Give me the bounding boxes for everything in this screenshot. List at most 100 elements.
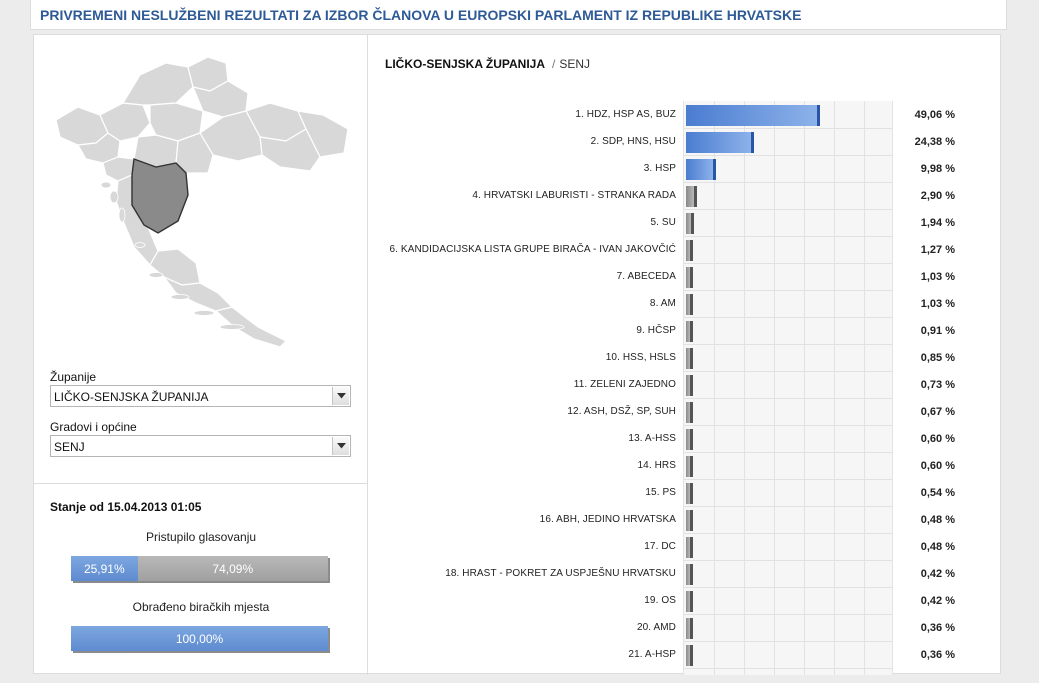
selected-county-lika-senj[interactable] — [131, 158, 189, 234]
result-percent: 0,67 % — [920, 406, 955, 418]
result-bar-edge — [690, 348, 693, 369]
party-label: 13. A-HSS — [628, 433, 676, 444]
result-bar-edge — [690, 294, 693, 315]
result-bar-face — [686, 213, 692, 234]
results-panel: Županije LIČKO-SENJSKA ŽUPANIJA Gradovi … — [33, 34, 1002, 675]
chevron-down-icon[interactable] — [332, 437, 349, 455]
chart-row: 18. HRAST - POKRET ZA USPJEŠNU HRVATSKU 0… — [368, 561, 1002, 588]
chart-row: 7. ABECEDA 1,03 % — [368, 264, 1002, 291]
row-separator — [683, 587, 893, 588]
result-bar — [686, 564, 693, 585]
row-separator — [683, 209, 893, 210]
result-bar-edge — [690, 645, 693, 666]
result-percent: 0,60 % — [920, 460, 955, 472]
row-separator — [683, 533, 893, 534]
chevron-down-icon[interactable] — [332, 387, 349, 405]
party-label: 6. KANDIDACIJSKA LISTA GRUPE BIRAČA - IV… — [389, 244, 676, 255]
result-bar — [686, 483, 693, 504]
party-label: 20. AMD — [636, 622, 676, 633]
result-bar-face — [686, 267, 690, 288]
result-percent: 0,73 % — [920, 379, 955, 391]
city-select-label: Gradovi i općine — [50, 420, 137, 434]
stations-label: Obrađeno biračkih mjesta — [132, 600, 270, 614]
county-select-label: Županije — [50, 370, 97, 384]
row-separator — [683, 263, 893, 264]
chart-row: 2. SDP, HNS, HSU 24,38 % — [368, 129, 1002, 156]
result-bar-edge — [690, 456, 693, 477]
result-bar — [686, 645, 693, 666]
result-percent: 2,90 % — [920, 190, 955, 202]
result-bar — [686, 375, 693, 396]
result-bar — [686, 186, 697, 207]
result-bar-edge — [690, 591, 693, 612]
county-region[interactable] — [149, 248, 201, 286]
page-title: PRIVREMENI NESLUŽBENI REZULTATI ZA IZBOR… — [40, 7, 802, 23]
result-bar-edge — [712, 159, 716, 180]
result-percent: 0,54 % — [920, 487, 955, 499]
row-separator — [683, 425, 893, 426]
breadcrumb: LIČKO-SENJSKA ŽUPANIJA / SENJ — [385, 57, 590, 71]
stations-progress-bar: 100,00% — [71, 626, 328, 651]
result-bar — [686, 591, 693, 612]
result-bar-edge — [751, 132, 755, 153]
row-separator — [683, 317, 893, 318]
chart-row: 8. AM 1,03 % — [368, 291, 1002, 318]
chart-row: 1. HDZ, HSP AS, BUZ 49,06 % — [368, 102, 1002, 129]
party-label: 3. HSP — [643, 163, 676, 174]
result-percent: 0,48 % — [920, 541, 955, 553]
party-label: 4. HRVATSKI LABURISTI - STRANKA RADA — [472, 190, 676, 201]
chart-row: 20. AMD 0,36 % — [368, 615, 1002, 642]
result-bar-face — [686, 564, 690, 585]
party-label: 16. ABH, JEDINO HRVATSKA — [539, 514, 676, 525]
breadcrumb-city: SENJ — [559, 57, 591, 71]
stations-processed-segment: 100,00% — [71, 626, 328, 651]
status-timestamp: Stanje od 15.04.2013 01:05 — [50, 500, 202, 514]
row-separator — [683, 155, 893, 156]
result-bar — [686, 267, 693, 288]
chart-row: 9. HČSP 0,91 % — [368, 318, 1002, 345]
result-bar-face — [686, 159, 713, 180]
result-bar — [686, 240, 693, 261]
result-bar-face — [686, 483, 690, 504]
chart-row: 13. A-HSS 0,60 % — [368, 426, 1002, 453]
result-percent: 1,94 % — [920, 217, 955, 229]
row-separator — [683, 182, 893, 183]
result-bar — [686, 159, 716, 180]
turnout-label: Pristupilo glasovanju — [145, 530, 257, 544]
county-region[interactable] — [199, 110, 263, 162]
row-separator — [683, 506, 893, 507]
result-bar-edge — [690, 375, 693, 396]
turnout-not-voted-segment: 74,09% — [137, 556, 328, 581]
result-bar-edge — [690, 564, 693, 585]
result-bar-face — [686, 348, 690, 369]
city-select[interactable]: SENJ — [50, 435, 351, 457]
county-region[interactable] — [191, 80, 249, 118]
result-bar-edge — [690, 240, 693, 261]
result-bar-face — [686, 375, 690, 396]
grid-line — [804, 101, 805, 675]
party-label: 21. A-HSP — [628, 649, 676, 660]
page-header: PRIVREMENI NESLUŽBENI REZULTATI ZA IZBOR… — [30, 0, 1007, 30]
party-label: 19. OS — [644, 595, 676, 606]
croatia-map[interactable] — [48, 45, 358, 350]
result-bar-face — [686, 510, 690, 531]
party-label: 15. PS — [645, 487, 676, 498]
county-region[interactable] — [77, 132, 121, 164]
county-region[interactable] — [121, 62, 194, 106]
result-bar-face — [686, 402, 690, 423]
breadcrumb-county[interactable]: LIČKO-SENJSKA ŽUPANIJA — [385, 57, 546, 71]
party-label: 7. ABECEDA — [616, 271, 676, 282]
county-region[interactable] — [259, 128, 321, 172]
result-bar — [686, 213, 695, 234]
turnout-progress-bar: 25,91% 74,09% — [71, 556, 328, 581]
map-counties — [55, 56, 349, 348]
result-bar-face — [686, 132, 752, 153]
chart-row: 17. DC 0,48 % — [368, 534, 1002, 561]
chart-row: 16. ABH, JEDINO HRVATSKA 0,48 % — [368, 507, 1002, 534]
county-select[interactable]: LIČKO-SENJSKA ŽUPANIJA — [50, 385, 351, 407]
row-separator — [683, 344, 893, 345]
grid-line — [864, 101, 865, 675]
result-bar-face — [686, 240, 690, 261]
result-percent: 24,38 % — [914, 136, 955, 148]
result-bar — [686, 402, 693, 423]
